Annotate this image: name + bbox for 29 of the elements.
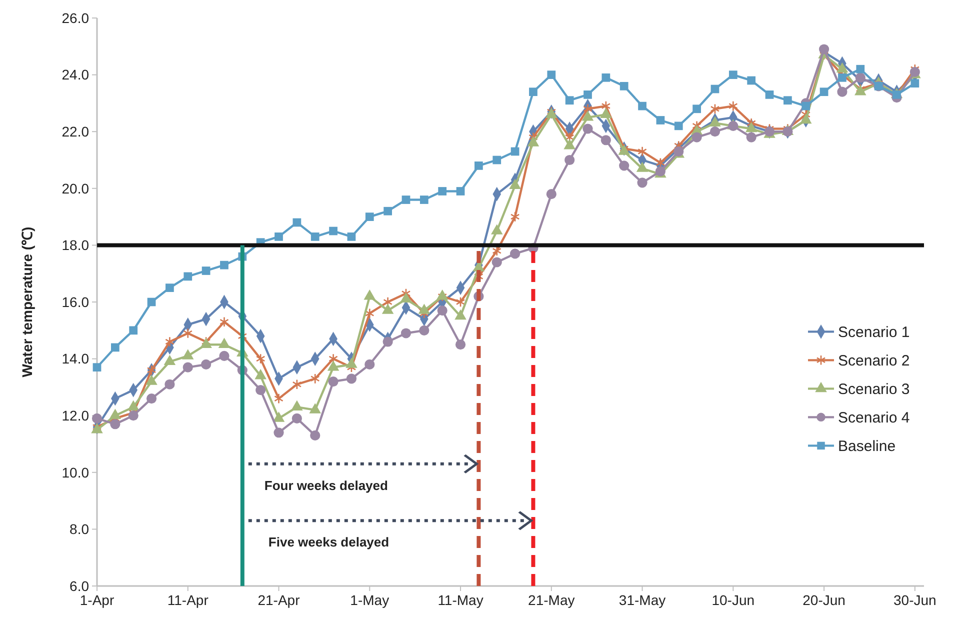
x-tick-label: 11-May <box>438 592 484 608</box>
y-tick-label: 8.0 <box>70 521 90 538</box>
x-tick-label: 30-Jun <box>894 592 936 608</box>
y-tick-label: 26.0 <box>62 10 90 26</box>
y-tick-label: 10.0 <box>62 464 90 480</box>
y-tick-label: 18.0 <box>62 237 90 254</box>
y-tick-label: 24.0 <box>62 66 90 83</box>
y-tick-label: 22.0 <box>62 124 90 140</box>
x-tick-label: 20-Jun <box>802 592 846 608</box>
y-tick-label: 20.0 <box>62 180 90 196</box>
x-tick-label: 11-Apr <box>167 592 209 608</box>
legend-label: Scenario 4 <box>838 409 910 426</box>
y-tick-label: 16.0 <box>62 294 90 310</box>
x-tick-label: 31-May <box>618 592 666 608</box>
y-tick-label: 12.0 <box>62 408 90 424</box>
y-axis-title: Water temperature (℃) <box>19 226 35 378</box>
x-tick-label: 10-Jun <box>712 592 755 608</box>
legend-label: Scenario 2 <box>838 352 910 370</box>
y-tick-label: 14.0 <box>62 350 90 367</box>
legend-label: Baseline <box>838 438 896 455</box>
x-tick-label: 21-May <box>528 592 575 608</box>
legend-label: Scenario 3 <box>838 380 910 398</box>
x-tick-label: 21-Apr <box>258 592 300 608</box>
annotation: Five weeks delayed <box>268 534 390 550</box>
annotation: Four weeks delayed <box>264 478 388 493</box>
y-tick-label: 6.0 <box>70 578 90 594</box>
x-tick-label: 1-Apr <box>80 592 114 608</box>
legend-label: Scenario 1 <box>838 324 910 341</box>
x-tick-label: 1-May <box>350 592 390 608</box>
